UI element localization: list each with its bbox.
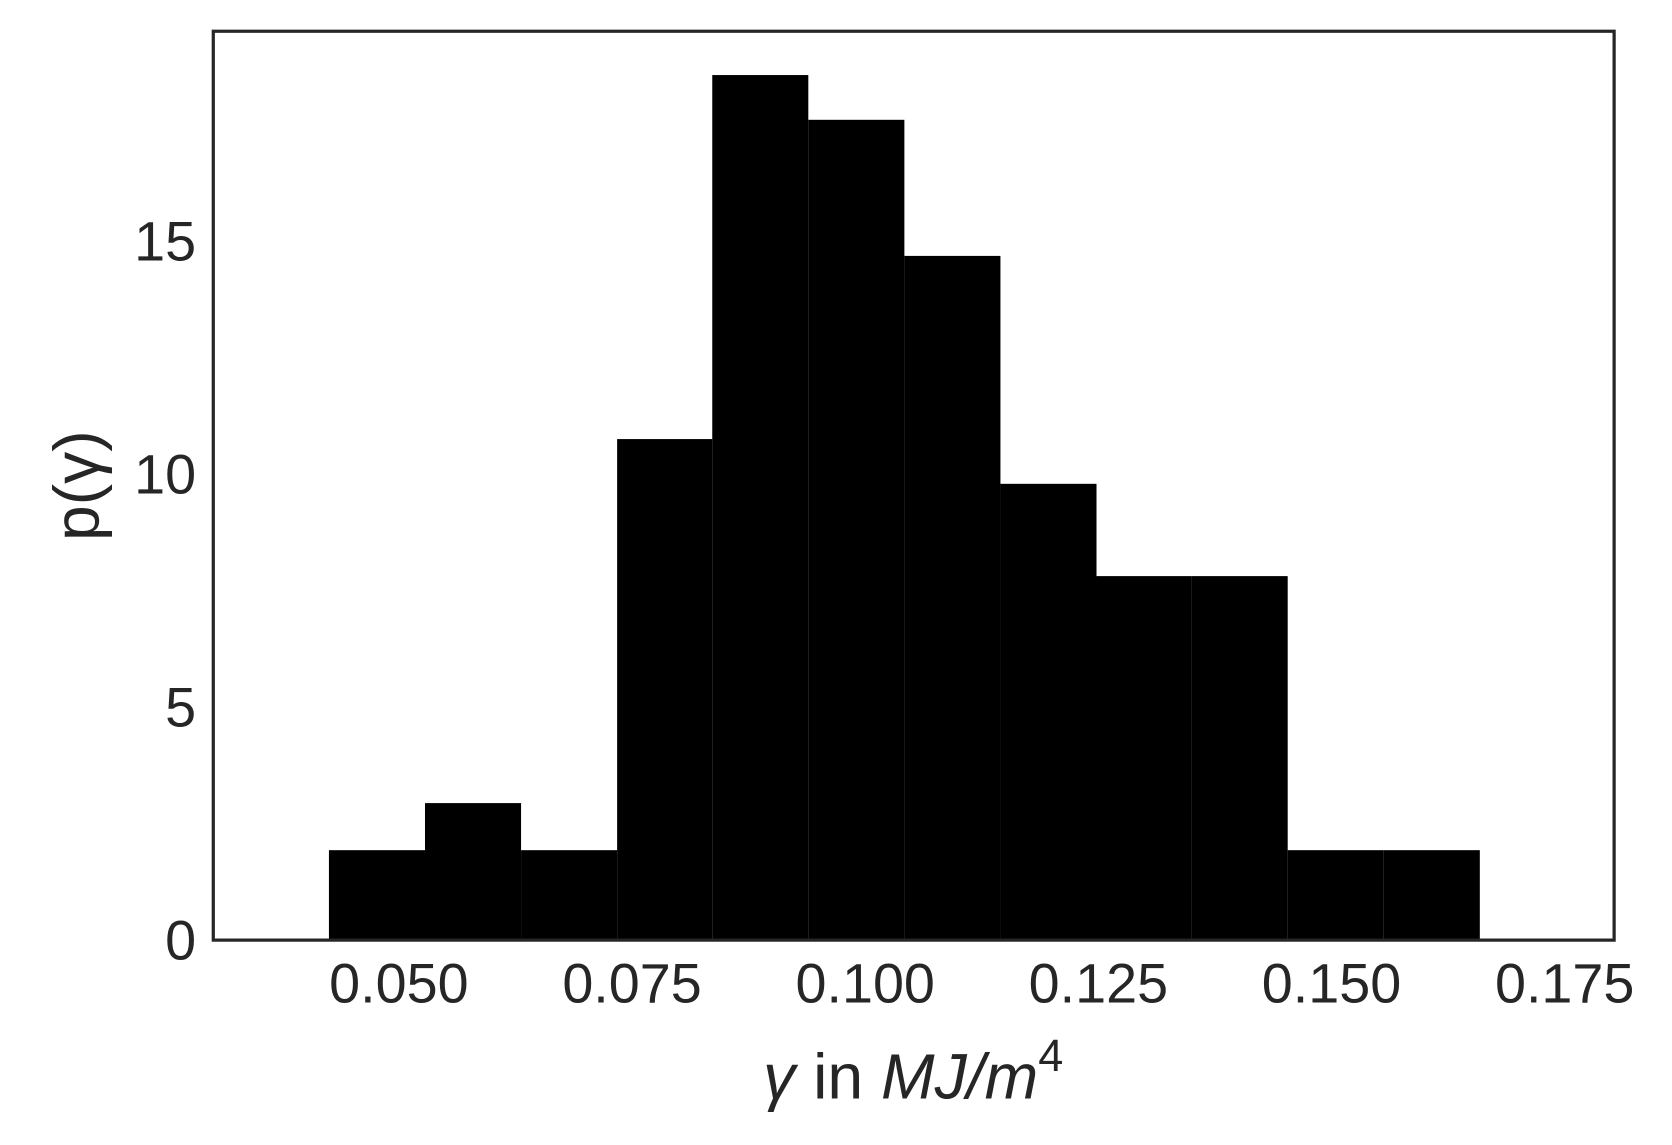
bar: [1383, 850, 1480, 941]
y-tick-label: 10: [134, 443, 196, 505]
bar: [1096, 576, 1192, 941]
y-tick-label: 0: [165, 909, 196, 971]
x-label-text: in: [795, 1041, 881, 1113]
bar: [1287, 850, 1384, 941]
bar: [1000, 483, 1097, 941]
x-tick-label: 0.075: [562, 952, 701, 1014]
bar: [328, 850, 425, 941]
x-tick-label: 0.125: [1029, 952, 1168, 1014]
x-tick-label: 0.175: [1495, 952, 1634, 1014]
y-axis-label: p(γ): [41, 430, 113, 541]
bar: [808, 119, 905, 941]
x-label-symbol: γ: [763, 1041, 799, 1113]
x-label-exponent: 4: [1038, 1030, 1063, 1081]
x-label-unit: MJ/m: [881, 1041, 1038, 1113]
bar: [424, 803, 522, 941]
y-tick-label: 5: [165, 676, 196, 738]
x-tick-label: 0.150: [1262, 952, 1401, 1014]
x-axis-label: γ in MJ/m4: [763, 1030, 1063, 1113]
bar: [1191, 576, 1288, 941]
bar: [617, 439, 713, 941]
x-tick-label: 0.100: [795, 952, 934, 1014]
plot-frame: [211, 29, 1616, 942]
bar: [712, 75, 809, 941]
y-tick-label: 15: [134, 210, 196, 272]
bar: [521, 850, 618, 941]
bar: [904, 255, 1001, 941]
x-tick-label: 0.050: [329, 952, 468, 1014]
